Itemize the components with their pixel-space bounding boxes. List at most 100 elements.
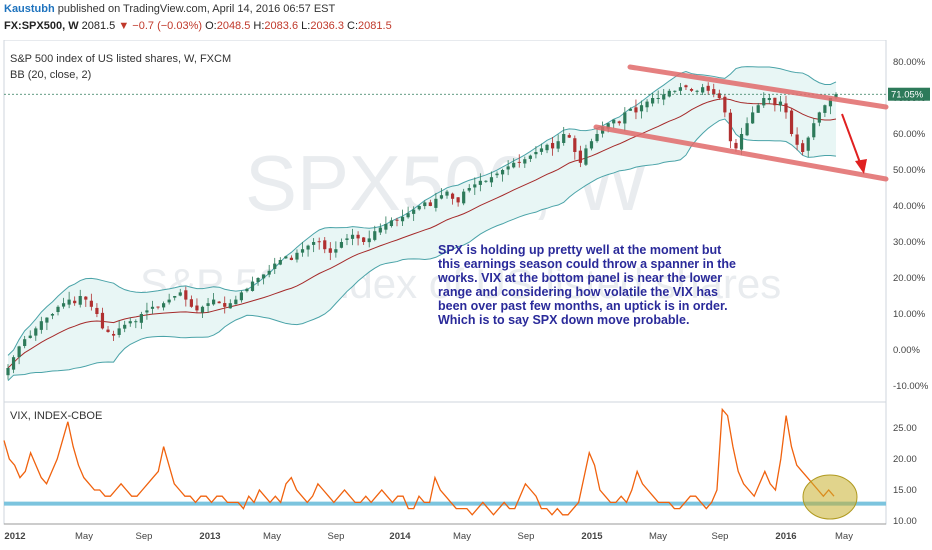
candle-body [117, 328, 121, 335]
candle-body [95, 307, 99, 314]
down-arrow[interactable] [841, 113, 867, 174]
candle-body [106, 329, 110, 332]
candle-body [517, 161, 521, 163]
candle-body [751, 112, 755, 124]
candle-body [745, 123, 749, 136]
candle-body [612, 119, 616, 124]
candle-body [473, 184, 477, 188]
symbol-label[interactable]: FX:SPX500, W [4, 20, 79, 32]
candle-body [462, 191, 466, 204]
y-tick-label: 40.00% [893, 201, 926, 212]
annotation-note[interactable]: SPX is holding up pretty well at the mom… [438, 243, 768, 327]
note-line: this earnings season could throw a spann… [438, 257, 736, 271]
vix-tick-label: 10.00 [893, 516, 917, 527]
y-tick-label: 10.00% [893, 309, 926, 320]
candle-body [795, 134, 799, 145]
candle-body [417, 206, 421, 210]
channel-upper-line[interactable] [627, 64, 889, 110]
candle-body [256, 278, 260, 283]
candle-body [212, 299, 216, 305]
candle-body [100, 312, 105, 329]
candle-body [823, 105, 827, 113]
candle-body [300, 249, 305, 253]
current-value-label: 71.05% [891, 90, 924, 101]
candle-body [356, 234, 360, 239]
x-tick-label: May [453, 531, 471, 542]
candle-body [567, 135, 571, 138]
main-panel-title: S&P 500 index of US listed shares, W, FX… [10, 53, 231, 65]
candle-body [67, 299, 71, 305]
candle-body [639, 105, 644, 112]
vix-highlight-circle[interactable] [802, 474, 858, 520]
y-tick-label: 80.00% [893, 57, 926, 68]
note-line: works. VIX at the bottom panel is near t… [438, 271, 723, 285]
candle-body [767, 98, 771, 101]
open-label: O: [205, 20, 217, 32]
author-link[interactable]: Kaustubh [4, 3, 55, 15]
candle-body [323, 240, 327, 250]
bb-indicator-label[interactable]: BB (20, close, 2) [10, 69, 91, 81]
candle-body [145, 310, 149, 313]
candle-body [656, 98, 660, 99]
candle-body [439, 195, 444, 199]
candle-body [245, 288, 249, 292]
candle-body [728, 112, 733, 142]
candle-body [589, 141, 594, 149]
candle-body [412, 209, 416, 214]
candle-body [123, 324, 127, 329]
candle-body [550, 142, 555, 149]
candle-body [573, 138, 577, 152]
candle-body [717, 93, 721, 98]
price-change: ▼ −0.7 (−0.03%) [118, 20, 203, 32]
vix-panel-title[interactable]: VIX, INDEX-CBOE [10, 410, 102, 422]
candle-body [673, 90, 677, 92]
x-tick-label: 2012 [4, 531, 25, 542]
vix-tick-label: 25.00 [893, 423, 917, 434]
candle-body [273, 263, 277, 269]
candle-body [161, 303, 166, 308]
candle-body [239, 292, 243, 301]
x-tick-label: May [835, 531, 853, 542]
candle-body [651, 98, 655, 104]
candle-body [523, 159, 527, 164]
channel-lower-line[interactable] [593, 124, 889, 182]
bb-basis [7, 98, 837, 369]
candle-body [506, 166, 510, 170]
candle-body [606, 123, 610, 129]
candle-body [806, 137, 810, 151]
candle-body [801, 143, 805, 152]
candle-body [362, 237, 366, 242]
x-tick-label: Sep [712, 531, 729, 542]
note-line: SPX is holding up pretty well at the mom… [438, 243, 722, 257]
vix-panel [3, 401, 887, 525]
y-tick-label: -10.00% [893, 381, 929, 392]
candle-body [367, 238, 371, 243]
candle-body [317, 241, 321, 243]
candle-body [562, 134, 566, 143]
candle-body [756, 105, 760, 113]
close-value: 2081.5 [358, 20, 392, 32]
candle-body [489, 177, 494, 183]
x-tick-label: 2016 [775, 531, 796, 542]
x-tick-label: 2013 [199, 531, 220, 542]
bb-lower-band [7, 118, 837, 381]
candle-body [406, 213, 410, 218]
candle-body [734, 142, 738, 149]
candle-body [584, 148, 588, 165]
candle-body [200, 306, 205, 313]
candle-body [500, 170, 505, 175]
candle-body [184, 290, 188, 300]
candle-body [434, 198, 438, 208]
candle-body [395, 219, 399, 221]
x-tick-label: May [75, 531, 93, 542]
x-tick-label: May [649, 531, 667, 542]
candle-body [578, 150, 582, 163]
low-value: 2036.3 [310, 20, 344, 32]
candle-body [634, 107, 638, 113]
chart-canvas[interactable]: SPX500, W S&P 500 index of US listed sha… [0, 40, 932, 550]
candle-body [389, 220, 394, 227]
candle-body [17, 346, 21, 358]
open-value: 2048.5 [216, 20, 251, 32]
candle-body [539, 148, 544, 152]
candle-body [189, 299, 193, 307]
